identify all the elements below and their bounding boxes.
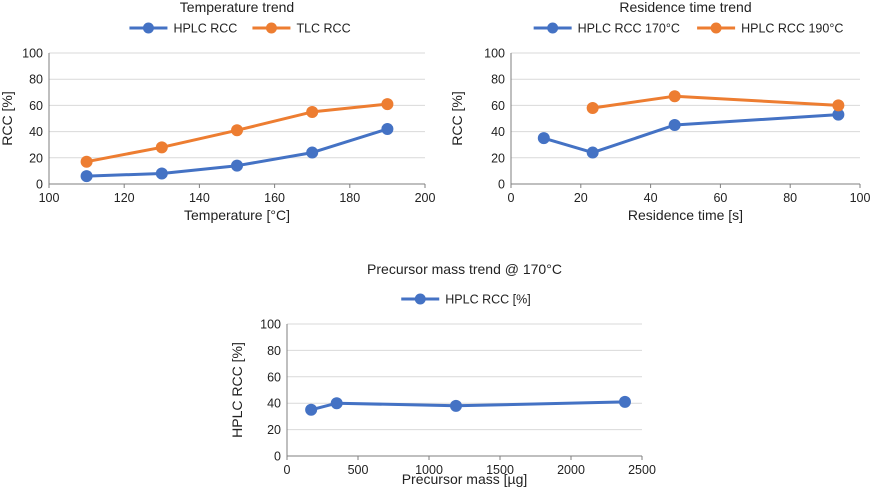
chart-svg: Residence time trend HPLC RCC 170°C HPLC R… bbox=[449, 0, 871, 223]
x-tick-label: 40 bbox=[644, 191, 658, 205]
x-tick-label: 1500 bbox=[486, 463, 514, 477]
legend-entry-0: HPLC RCC bbox=[129, 22, 237, 36]
y-tick-label: 40 bbox=[491, 125, 505, 139]
data-point-1-4 bbox=[381, 98, 394, 111]
x-tick-label: 500 bbox=[348, 463, 369, 477]
x-tick-label: 80 bbox=[783, 191, 797, 205]
x-tick-label: 0 bbox=[284, 463, 291, 477]
y-tick-label: 60 bbox=[267, 370, 281, 384]
data-point-1-0 bbox=[80, 155, 93, 168]
x-tick-label: 2500 bbox=[628, 463, 656, 477]
data-point-1-1 bbox=[668, 90, 681, 103]
x-tick-label: 100 bbox=[39, 191, 60, 205]
x-axis-label: Residence time [s] bbox=[628, 207, 743, 223]
legend-label: HPLC RCC 170°C bbox=[578, 22, 680, 36]
y-tick-label: 100 bbox=[22, 47, 43, 61]
series-line-1 bbox=[592, 94, 839, 110]
series-line-0 bbox=[543, 113, 839, 155]
x-tick-label: 180 bbox=[339, 191, 360, 205]
chart-svg: Temperature trend HPLC RCC TLC RCC 0 20 40 60 8… bbox=[0, 0, 436, 223]
chart-residence-time-trend: Residence time trend HPLC RCC 170°C HPLC R… bbox=[440, 0, 872, 240]
y-tick-label: 60 bbox=[29, 99, 43, 113]
x-tick-label: 100 bbox=[850, 191, 871, 205]
y-tick-label: 100 bbox=[260, 318, 281, 332]
y-tick-label: 0 bbox=[274, 450, 281, 464]
y-axis-label: HPLC RCC [%] bbox=[229, 342, 245, 438]
x-tick-label: 20 bbox=[574, 191, 588, 205]
y-tick-label: 0 bbox=[498, 178, 505, 192]
chart-title: Residence time trend bbox=[619, 0, 751, 15]
data-point-0-0 bbox=[80, 170, 93, 183]
series-line-0 bbox=[310, 400, 626, 412]
x-tick-label: 2000 bbox=[557, 463, 585, 477]
data-point-0-3 bbox=[832, 108, 845, 121]
data-point-0-4 bbox=[381, 122, 394, 135]
data-point-1-1 bbox=[155, 141, 168, 154]
data-point-0-3 bbox=[306, 146, 319, 159]
x-axis-label: Precursor mass [µg] bbox=[402, 471, 528, 487]
data-point-0-2 bbox=[231, 159, 243, 172]
legend-entry-0: HPLC RCC 170°C bbox=[533, 22, 680, 36]
x-tick-label: 60 bbox=[713, 191, 727, 205]
y-tick-label: 60 bbox=[491, 99, 505, 113]
y-tick-label: 100 bbox=[484, 47, 505, 61]
y-axis-label: RCC [%] bbox=[0, 91, 15, 145]
data-point-1-3 bbox=[306, 105, 319, 118]
x-tick-label: 160 bbox=[264, 191, 285, 205]
legend-label: TLC RCC bbox=[296, 22, 350, 36]
chart-temperature-trend: Temperature trend HPLC RCC TLC RCC 0 20 40 60 8… bbox=[0, 0, 440, 240]
y-tick-label: 80 bbox=[491, 73, 505, 87]
data-point-1-2 bbox=[832, 99, 845, 112]
data-point-0-2 bbox=[668, 119, 681, 132]
legend-label: HPLC RCC bbox=[173, 22, 237, 36]
data-point-0-3 bbox=[618, 395, 631, 408]
y-tick-label: 80 bbox=[29, 73, 43, 87]
x-axis-label: Temperature [°C] bbox=[184, 207, 290, 223]
y-tick-label: 20 bbox=[491, 151, 505, 165]
y-tick-label: 0 bbox=[36, 178, 43, 192]
data-point-0-2 bbox=[449, 399, 462, 412]
y-tick-label: 80 bbox=[267, 344, 281, 358]
x-tick-label: 140 bbox=[189, 191, 210, 205]
y-tick-label: 40 bbox=[29, 125, 43, 139]
data-point-0-1 bbox=[155, 167, 168, 180]
data-point-0-1 bbox=[586, 146, 599, 159]
legend-label: HPLC RCC [%] bbox=[445, 293, 530, 307]
data-point-1-2 bbox=[231, 124, 243, 137]
data-point-0-1 bbox=[330, 397, 343, 410]
x-tick-label: 1000 bbox=[415, 463, 443, 477]
x-tick-label: 120 bbox=[114, 191, 135, 205]
data-point-1-0 bbox=[586, 102, 599, 115]
legend-entry-1: HPLC RCC 190°C bbox=[697, 22, 843, 36]
x-tick-label: 200 bbox=[415, 191, 436, 205]
chart-precursor-mass-trend: Precursor mass trend @ 170°C HPLC RCC [%]… bbox=[220, 258, 680, 497]
y-axis-label: RCC [%] bbox=[449, 91, 465, 145]
chart-title: Temperature trend bbox=[180, 0, 294, 15]
x-tick-label: 0 bbox=[508, 191, 515, 205]
y-tick-label: 40 bbox=[267, 397, 281, 411]
y-tick-label: 20 bbox=[29, 151, 43, 165]
legend-label: HPLC RCC 190°C bbox=[741, 22, 843, 36]
chart-svg: Precursor mass trend @ 170°C HPLC RCC [%]… bbox=[229, 261, 656, 487]
chart-title: Precursor mass trend @ 170°C bbox=[367, 261, 562, 277]
data-point-0-0 bbox=[305, 403, 318, 416]
legend-entry-0: HPLC RCC [%] bbox=[401, 293, 531, 307]
data-point-0-0 bbox=[537, 132, 550, 145]
y-tick-label: 20 bbox=[267, 423, 281, 437]
legend-entry-1: TLC RCC bbox=[252, 22, 351, 36]
